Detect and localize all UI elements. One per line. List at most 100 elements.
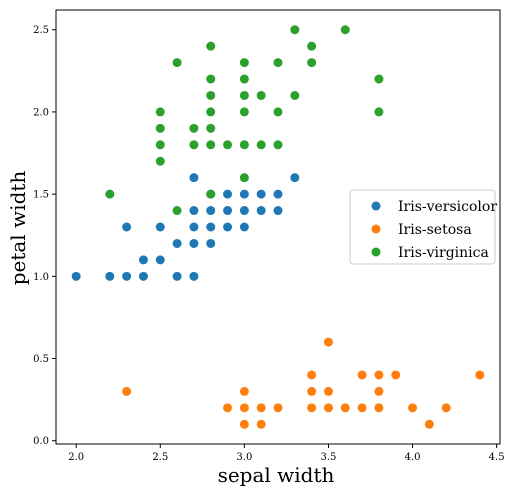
point-1-8 [307, 403, 317, 413]
point-0-27 [273, 206, 283, 216]
point-2-11 [206, 123, 216, 133]
y-tick-label-1: 0.5 [33, 354, 49, 365]
point-0-23 [239, 206, 249, 216]
x-tick-label-5: 4.5 [489, 452, 505, 463]
x-tick-label-3: 3.5 [321, 452, 337, 463]
point-2-7 [189, 140, 199, 150]
point-1-19 [374, 370, 384, 380]
point-2-14 [206, 74, 216, 84]
point-0-5 [138, 255, 148, 265]
point-2-1 [155, 156, 165, 166]
point-2-22 [239, 58, 249, 68]
point-0-19 [223, 222, 233, 232]
point-2-18 [239, 140, 249, 150]
point-1-3 [239, 403, 249, 413]
point-0-26 [256, 189, 266, 199]
point-1-4 [239, 386, 249, 396]
point-1-9 [307, 386, 317, 396]
point-0-25 [256, 206, 266, 216]
point-0-0 [71, 271, 81, 281]
point-2-27 [273, 58, 283, 68]
point-2-12 [206, 107, 216, 117]
y-axis-label: petal width [6, 171, 30, 286]
point-0-3 [122, 222, 132, 232]
point-1-11 [323, 403, 333, 413]
point-0-16 [206, 222, 216, 232]
point-0-11 [189, 238, 199, 248]
point-1-2 [239, 419, 249, 429]
legend-label-1: Iris-setosa [398, 222, 472, 238]
legend-marker-1 [371, 224, 381, 234]
point-2-33 [374, 107, 384, 117]
point-0-1 [105, 271, 115, 281]
point-2-23 [256, 140, 266, 150]
point-1-23 [441, 403, 451, 413]
point-2-32 [340, 25, 350, 35]
point-2-2 [155, 140, 165, 150]
point-2-21 [239, 74, 249, 84]
point-0-6 [155, 255, 165, 265]
point-0-20 [223, 206, 233, 216]
point-2-5 [172, 206, 182, 216]
y-tick-label-0: 0.0 [33, 436, 49, 447]
point-0-13 [189, 206, 199, 216]
point-2-13 [206, 90, 216, 100]
point-0-2 [122, 271, 132, 281]
point-1-18 [374, 386, 384, 396]
x-tick-label-4: 4.0 [405, 452, 421, 463]
point-0-8 [172, 271, 182, 281]
point-2-10 [206, 140, 216, 150]
y-tick-label-5: 2.5 [33, 25, 49, 36]
point-0-7 [155, 222, 165, 232]
point-0-22 [239, 222, 249, 232]
point-1-17 [374, 403, 384, 413]
y-tick-label-3: 1.5 [33, 190, 49, 201]
point-2-3 [155, 123, 165, 133]
point-2-29 [290, 25, 300, 35]
point-1-14 [340, 403, 350, 413]
point-0-10 [189, 271, 199, 281]
ticks-layer: 2.0 2.5 3.0 3.5 4.0 4.5 0.0 0.5 1.0 1.5 2.0 2.5 [33, 25, 504, 463]
point-0-14 [189, 173, 199, 183]
legend-marker-0 [371, 201, 381, 211]
point-1-5 [256, 419, 266, 429]
point-1-7 [273, 403, 283, 413]
point-2-6 [172, 58, 182, 68]
legend-label-0: Iris-versicolor [398, 199, 497, 215]
point-0-15 [206, 238, 216, 248]
x-tick-label-2: 3.0 [236, 452, 252, 463]
x-axis-label: sepal width [218, 463, 335, 487]
legend-label-2: Iris-virginica [398, 245, 489, 261]
point-0-17 [206, 206, 216, 216]
point-2-4 [155, 107, 165, 117]
point-1-21 [408, 403, 418, 413]
point-0-29 [290, 173, 300, 183]
point-2-15 [206, 41, 216, 51]
x-tick-label-1: 2.5 [152, 452, 168, 463]
y-tick-label-4: 2.0 [33, 107, 49, 118]
point-0-28 [273, 189, 283, 199]
point-0-12 [189, 222, 199, 232]
point-0-24 [239, 189, 249, 199]
point-2-16 [223, 140, 233, 150]
point-1-10 [307, 370, 317, 380]
point-1-13 [323, 337, 333, 347]
point-2-8 [189, 123, 199, 133]
point-1-16 [357, 370, 367, 380]
point-1-20 [391, 370, 401, 380]
point-1-0 [122, 386, 132, 396]
point-0-4 [138, 271, 148, 281]
point-2-19 [239, 107, 249, 117]
point-2-31 [307, 41, 317, 51]
point-1-1 [223, 403, 233, 413]
point-2-17 [239, 173, 249, 183]
point-2-24 [256, 90, 266, 100]
plot-frame [55, 9, 501, 445]
points-layer [71, 25, 485, 429]
x-tick-label-0: 2.0 [68, 452, 84, 463]
point-2-28 [290, 90, 300, 100]
legend-marker-2 [371, 247, 381, 257]
legend: Iris-versicolor Iris-setosa Iris-virginica [349, 189, 497, 265]
y-tick-label-2: 1.0 [33, 272, 49, 283]
